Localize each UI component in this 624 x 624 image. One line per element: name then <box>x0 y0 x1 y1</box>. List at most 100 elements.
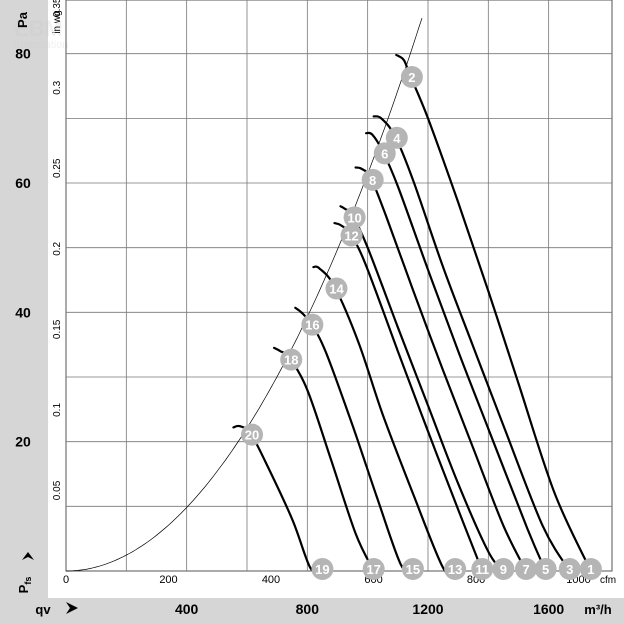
marker-label: 18 <box>284 353 298 368</box>
fan-curve-16 <box>294 306 414 574</box>
marker-label: 16 <box>305 318 319 333</box>
inner-left-axis-tick-label: 0.05 <box>52 480 63 500</box>
marker-circle <box>558 558 581 580</box>
marker-circle <box>280 348 303 371</box>
fan-curve-8 <box>354 166 528 573</box>
marker-label: 19 <box>315 562 329 577</box>
fan-curve-12 <box>333 222 484 573</box>
marker-label: 6 <box>381 146 388 161</box>
bottom-axis-tick-label: 1200 <box>412 601 443 617</box>
bottom-axis-tick-label: 1600 <box>533 601 564 617</box>
marker-label: 1 <box>587 562 594 577</box>
pressure-label: Pfs <box>16 577 33 594</box>
curve-marker-bottom: 15 <box>401 558 424 580</box>
fan-curve-4 <box>372 115 571 573</box>
curve-marker-bottom: 19 <box>311 558 334 580</box>
marker-label: 11 <box>475 562 489 577</box>
marker-circle <box>301 313 324 336</box>
watermark-text: automation <box>14 39 68 51</box>
marker-label: 7 <box>522 562 529 577</box>
fan-curve-2 <box>395 53 592 573</box>
marker-circle <box>515 558 538 580</box>
curve-marker-top: 4 <box>385 126 408 149</box>
marker-label: 15 <box>406 562 420 577</box>
inner-bottom-axis-unit: cfm <box>600 575 616 586</box>
fan-curve-6 <box>365 131 547 573</box>
marker-circle <box>343 206 366 229</box>
flow-label: qv <box>35 602 51 617</box>
marker-label: 13 <box>448 562 462 577</box>
curve-marker-bottom: 5 <box>534 558 557 580</box>
marker-label: 10 <box>347 210 361 225</box>
marker-label: 12 <box>344 228 358 243</box>
curve-marker-bottom: 3 <box>558 558 581 580</box>
marker-circle <box>241 423 264 446</box>
marker-label: 4 <box>393 131 401 146</box>
curve-marker-top: 20 <box>241 423 264 446</box>
marker-label: 9 <box>500 562 507 577</box>
marker-circle <box>579 558 602 580</box>
left-axis-tick-label: 60 <box>15 175 31 191</box>
bottom-axis-unit: m³/h <box>584 602 612 617</box>
bottom-axis-tick-label: 400 <box>175 601 199 617</box>
marker-circle <box>325 277 348 300</box>
curve-marker-bottom: 17 <box>362 558 385 580</box>
marker-label: 17 <box>366 562 380 577</box>
inner-bottom-axis-tick-label: 400 <box>262 574 280 586</box>
inner-left-axis-tick-label: 0.1 <box>52 403 63 417</box>
curve-marker-top: 14 <box>325 277 348 300</box>
inner-left-axis-tick-label: 0.15 <box>52 319 63 339</box>
left-axis-tick-label: 80 <box>15 46 31 62</box>
fan-curve-18 <box>273 346 375 573</box>
curve-marker-bottom: 9 <box>492 558 515 580</box>
inner-left-axis-tick-label: 0.35 <box>52 0 63 17</box>
curve-marker-top: 6 <box>373 142 396 165</box>
curve-marker-top: 10 <box>343 206 366 229</box>
marker-label: 20 <box>245 428 259 443</box>
fan-curve-20 <box>232 424 324 574</box>
marker-label: 5 <box>542 562 549 577</box>
fan-curves <box>232 53 592 576</box>
marker-circle <box>362 558 385 580</box>
curve-marker-top: 16 <box>301 313 324 336</box>
inner-left-axis-tick-label: 0.2 <box>52 241 63 255</box>
pressure-symbol-main: P <box>16 584 31 593</box>
bottom-axis-ticks: 400 800 1200 1600 <box>175 601 564 617</box>
curve-marker-top: 2 <box>400 66 423 89</box>
bottom-axis-panel <box>0 598 624 624</box>
marker-circle <box>534 558 557 580</box>
left-axis-tick-label: 20 <box>15 434 31 450</box>
marker-circle <box>385 126 408 149</box>
inner-left-axis-tick-label: 0.25 <box>52 158 63 178</box>
marker-circle <box>400 66 423 89</box>
pressure-symbol-sub: fs <box>23 577 33 585</box>
curve-marker-bottom: 13 <box>444 558 467 580</box>
marker-label: 2 <box>408 70 415 85</box>
marker-label: 14 <box>329 281 344 296</box>
marker-label: 8 <box>369 173 376 188</box>
marker-circle <box>401 558 424 580</box>
curve-marker-top: 12 <box>340 224 363 247</box>
marker-circle <box>311 558 334 580</box>
flow-arrow-icon <box>66 602 78 614</box>
left-axis-tick-label: 40 <box>15 304 31 320</box>
inner-left-axis-ticks: 0.05 0.1 0.15 0.2 0.25 0.3 0.35 <box>52 0 63 500</box>
curve-marker-bottom: 11 <box>471 558 494 580</box>
marker-circle <box>444 558 467 580</box>
curve-marker-bottom: 1 <box>579 558 602 580</box>
bottom-axis-tick-label: 800 <box>296 601 320 617</box>
watermark: EBM automation <box>14 16 68 51</box>
marker-label: 3 <box>566 562 573 577</box>
left-axis-panel <box>0 0 48 624</box>
inner-bottom-axis-tick-label: 200 <box>159 574 177 586</box>
left-axis-unit: Pa <box>15 11 30 28</box>
marker-circle <box>471 558 494 580</box>
inner-left-axis-unit: in wg <box>52 10 63 33</box>
marker-circle <box>492 558 515 580</box>
fan-curve-14 <box>312 265 457 576</box>
gridlines <box>66 0 612 571</box>
curve-marker-bottom: 7 <box>515 558 538 580</box>
marker-circle <box>340 224 363 247</box>
